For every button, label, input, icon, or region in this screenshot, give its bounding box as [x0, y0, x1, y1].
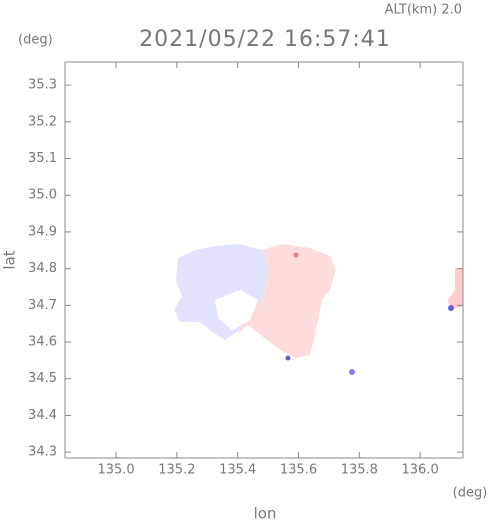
y-tick-label: 34.4 — [28, 408, 57, 423]
x-axis-label: lon — [254, 505, 277, 521]
x-tick-label: 135.4 — [219, 463, 256, 478]
x-tick-label: 135.6 — [280, 463, 317, 478]
y-tick-label: 35.2 — [28, 114, 57, 129]
y-tick-label: 34.3 — [28, 445, 57, 460]
subtitle: ALT(km) 2.0 — [385, 3, 462, 18]
y-tick-label: 34.6 — [28, 335, 57, 350]
x-tick-label: 135.2 — [158, 463, 195, 478]
x-tick-label: 135.0 — [97, 463, 134, 478]
x-tick-label: 135.8 — [341, 463, 378, 478]
y-tick-label: 34.5 — [28, 371, 57, 386]
x-unit: (deg) — [453, 486, 488, 501]
y-tick-label: 34.8 — [28, 261, 57, 276]
plot-frame — [64, 61, 464, 459]
y-tick-label: 35.0 — [28, 188, 57, 203]
y-axis-label: lat — [1, 250, 19, 269]
chart-title: 2021/05/22 16:57:41 — [139, 27, 391, 52]
x-tick-label: 136.0 — [402, 463, 439, 478]
radar-echo — [174, 244, 463, 375]
y-tick-label: 34.9 — [28, 224, 57, 239]
y-tick-label: 35.1 — [28, 151, 57, 166]
y-tick-label: 35.3 — [28, 78, 57, 93]
y-unit: (deg) — [18, 33, 53, 48]
y-tick-label: 34.7 — [28, 298, 57, 313]
